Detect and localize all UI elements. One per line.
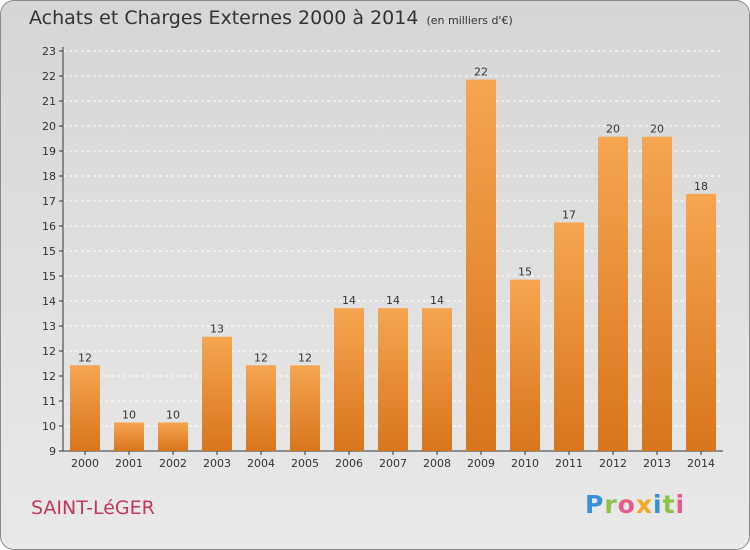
logo-letter: t	[662, 490, 676, 519]
chart-title: Achats et Charges Externes 2000 à 2014 (e…	[29, 7, 513, 29]
y-tick-label: 15	[42, 270, 56, 283]
data-label-2003: 13	[210, 323, 224, 336]
y-tick-label: 10	[42, 420, 56, 433]
x-tick-label-2008: 2008	[423, 457, 451, 470]
logo-letter: i	[675, 490, 686, 519]
data-label-2011: 17	[562, 208, 576, 221]
y-tick-label: 13	[42, 320, 56, 333]
data-label-2013: 20	[650, 123, 664, 136]
bar-2004	[246, 365, 276, 451]
bar-2011	[554, 222, 584, 451]
bar-2009	[466, 79, 496, 452]
data-label-2004: 12	[254, 351, 268, 364]
x-tick-label-2013: 2013	[643, 457, 671, 470]
data-label-2014: 18	[694, 180, 708, 193]
logo-letter: r	[604, 490, 618, 519]
x-tick-label-2014: 2014	[687, 457, 715, 470]
commune-name: SAINT-LéGER	[31, 497, 155, 519]
x-tick-label-2009: 2009	[467, 457, 495, 470]
x-tick-label-2006: 2006	[335, 457, 363, 470]
bar-2007	[378, 308, 408, 451]
y-tick-label: 11	[42, 395, 56, 408]
x-tick-label-2003: 2003	[203, 457, 231, 470]
data-label-2002: 10	[166, 408, 180, 421]
bar-2014	[686, 193, 716, 451]
proxiti-logo: Proxiti	[585, 490, 685, 519]
bar-2008	[422, 308, 452, 451]
data-label-2000: 12	[78, 351, 92, 364]
x-tick-label-2005: 2005	[291, 457, 319, 470]
logo-letter: o	[617, 490, 636, 519]
y-tick-label: 17	[42, 195, 56, 208]
y-tick-label: 22	[42, 70, 56, 83]
y-tick-label: 14	[42, 295, 56, 308]
y-tick-label: 12	[42, 345, 56, 358]
bar-2001	[114, 422, 144, 451]
data-label-2008: 14	[430, 294, 444, 307]
logo-letter: i	[653, 490, 663, 519]
y-tick-label: 19	[42, 145, 56, 158]
data-label-2012: 20	[606, 123, 620, 136]
logo-letter: P	[585, 490, 605, 519]
y-tick-label: 21	[42, 95, 56, 108]
bar-2013	[642, 136, 672, 451]
x-tick-label-2001: 2001	[115, 457, 143, 470]
x-tick-label-2010: 2010	[511, 457, 539, 470]
data-label-2009: 22	[474, 66, 488, 79]
chart-unit: (en milliers d'€)	[426, 14, 513, 27]
y-tick-label: 18	[42, 170, 56, 183]
x-tick-label-2000: 2000	[71, 457, 99, 470]
y-tick-label: 9	[49, 445, 56, 458]
x-tick-label-2002: 2002	[159, 457, 187, 470]
y-tick-label: 20	[42, 120, 56, 133]
y-tick-label: 12	[42, 370, 56, 383]
bar-2010	[510, 279, 540, 451]
bar-2003	[202, 336, 232, 451]
bar-2012	[598, 136, 628, 451]
x-tick-label-2004: 2004	[247, 457, 275, 470]
data-label-2001: 10	[122, 408, 136, 421]
data-label-2006: 14	[342, 294, 356, 307]
y-tick-label: 23	[42, 45, 56, 58]
chart-title-text: Achats et Charges Externes 2000 à 2014	[29, 7, 419, 29]
data-label-2010: 15	[518, 266, 532, 279]
bar-2002	[158, 422, 188, 451]
logo-letter: x	[635, 490, 653, 519]
x-tick-label-2011: 2011	[555, 457, 583, 470]
bar-2000	[70, 365, 100, 451]
bar-2006	[334, 308, 364, 451]
bar-2005	[290, 365, 320, 451]
x-tick-label-2012: 2012	[599, 457, 627, 470]
data-label-2005: 12	[298, 351, 312, 364]
y-tick-label: 16	[42, 220, 56, 233]
data-label-2007: 14	[386, 294, 400, 307]
y-tick-label: 15	[42, 245, 56, 258]
x-tick-label-2007: 2007	[379, 457, 407, 470]
